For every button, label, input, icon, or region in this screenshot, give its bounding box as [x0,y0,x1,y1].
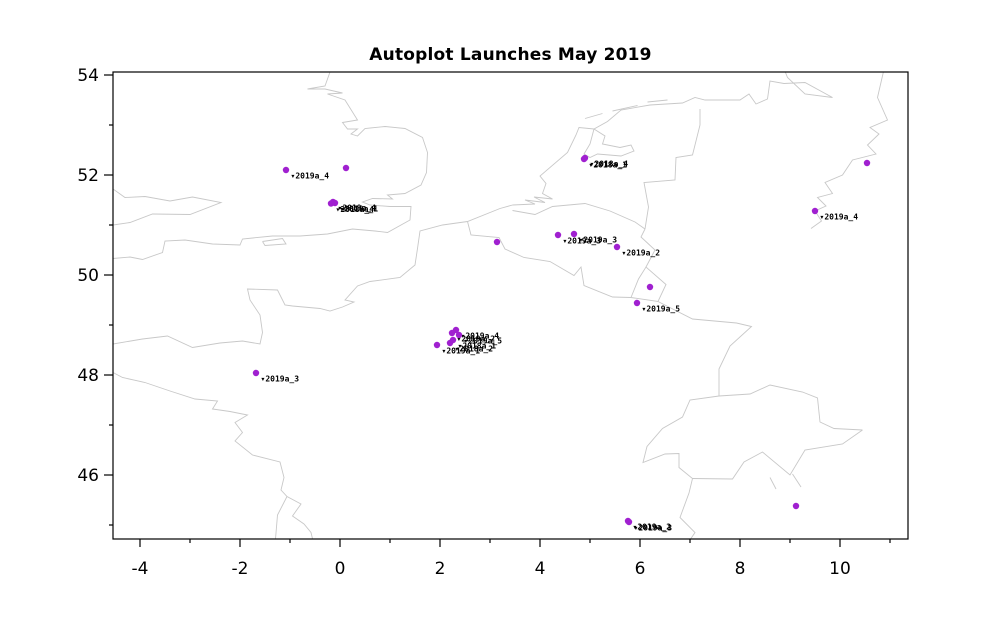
data-point-label: ▾2018a_2 [455,345,494,354]
data-point-label: ▾2019a_5 [464,337,503,346]
map-outline-segment [640,228,656,268]
data-point-label: ▾2019a_1 [442,347,481,356]
map-outline-segment [584,113,603,119]
data-point-label: ▾2019a_5 [642,305,681,314]
map-outline-segment [792,473,802,488]
data-point-label: ▾2019a_1 [340,205,379,214]
data-point[interactable] [282,166,290,174]
x-tick-label: -4 [132,559,149,579]
y-tick-label: 48 [77,366,99,386]
map-outline-segment [630,266,667,302]
data-point[interactable] [863,159,871,167]
data-point[interactable] [252,369,260,377]
map-outline-segment [642,395,720,539]
x-tick-label: 10 [829,559,851,579]
map-outline-segment [583,128,635,159]
y-axis: 46 48 50 52 54 [77,66,113,526]
data-point[interactable] [452,326,460,334]
data-point-label: ▾2019a_4 [291,172,330,181]
plot-border [112,71,909,540]
data-point[interactable] [554,231,562,239]
data-point[interactable] [493,238,501,246]
data-point[interactable] [613,243,621,251]
data-point[interactable] [570,230,578,238]
map-outline-segment [512,203,646,230]
y-tick-label: 54 [77,66,99,86]
map-outline-segment [810,72,889,229]
map-outline-segment [113,204,513,348]
data-point-label: ▾2019a_3 [579,236,618,245]
data-point-label: ▾2019a_3 [261,375,300,384]
x-tick-label: 6 [635,559,646,579]
map-outlines [113,72,889,539]
data-point-label: ▾2019a_2 [633,523,672,532]
data-point-label: ▾2019a_2 [622,249,661,258]
data-point[interactable] [455,331,463,339]
x-tick-label: 8 [735,559,746,579]
x-tick-label: 4 [535,559,546,579]
map-outline-segment [512,72,833,206]
map-outline-segment [718,384,863,431]
data-point[interactable] [580,155,588,163]
map-outline-segment [769,477,777,490]
data-points-layer: ▾2019a_4▾2019a_4▾2019a_1▾2018a_4▾2018a_4… [252,154,871,533]
data-point-label: ▾2019a_4 [820,213,859,222]
data-point-label: ▾2019a_3 [563,237,602,246]
data-point[interactable] [342,164,350,172]
data-point[interactable] [327,200,335,207]
data-point-label: ▾2019a_4 [461,332,500,341]
data-point-label: ▾2018a_4 [590,160,629,169]
data-point-label: ▾2019a_3 [634,524,673,533]
data-point-label: ▾2019a_2 [457,335,496,344]
data-point[interactable] [792,502,800,510]
map-outline-segment [113,188,223,226]
map-outline-segment [657,301,753,396]
data-point[interactable] [446,339,454,347]
chart-title: Autoplot Launches May 2019 [369,45,652,65]
map-outline-segment [113,372,314,539]
data-point[interactable] [625,518,633,526]
map-outline-segment [262,238,287,246]
data-point-label: ▾2019a_4 [338,204,377,213]
data-point-label: ▾2018a_4 [336,205,375,214]
y-tick-label: 52 [77,166,99,186]
data-point[interactable] [646,283,654,291]
data-point[interactable] [433,341,441,349]
data-point-label: ▾2018a_1 [458,342,497,351]
y-tick-label: 50 [77,266,99,286]
map-outline-segment [467,221,632,298]
x-tick-label: -2 [232,559,249,579]
x-tick-label: 0 [335,559,346,579]
y-tick-label: 46 [77,466,99,486]
data-point[interactable] [633,299,641,307]
map-outline-segment [692,429,863,480]
map-outline-segment [113,72,428,260]
map-outline-segment [612,105,638,112]
data-point-label: ▾2018a_1 [589,161,628,170]
map-outline-segment [643,109,701,230]
map-outline-segment [647,99,668,103]
map-outline-segment [275,496,288,539]
x-tick-label: 2 [435,559,446,579]
data-point[interactable] [811,207,819,215]
x-axis: -4 -2 0 2 4 6 8 10 [132,539,891,579]
